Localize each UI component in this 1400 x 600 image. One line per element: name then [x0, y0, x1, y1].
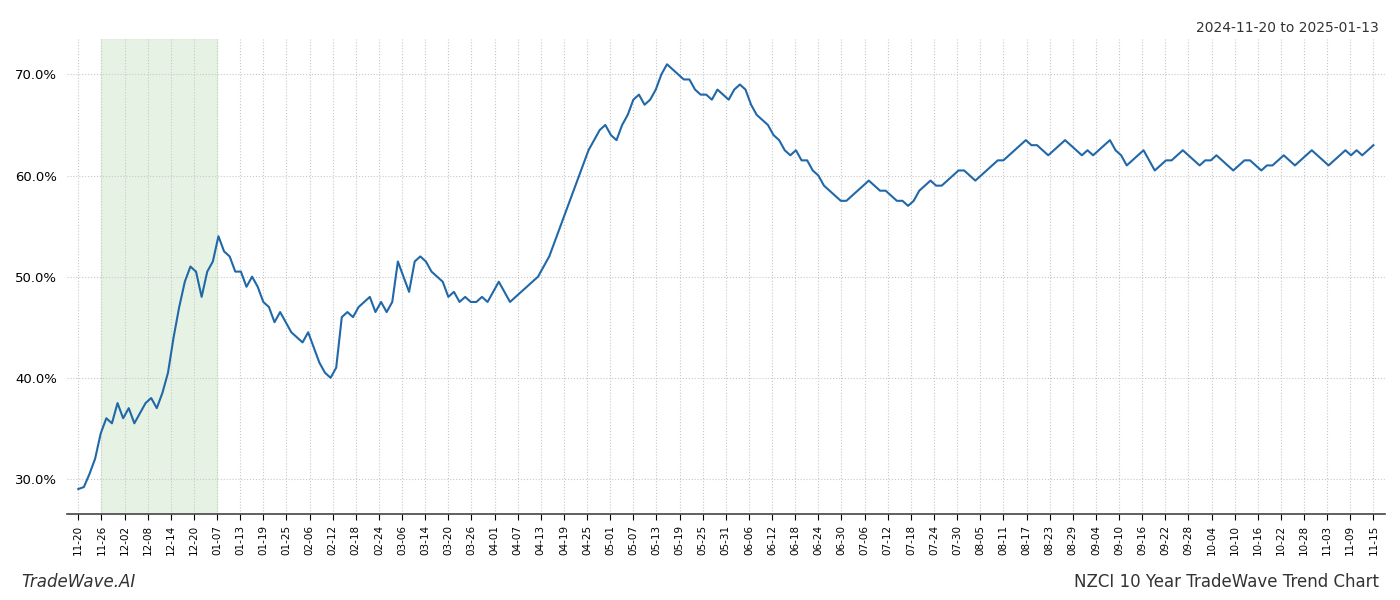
Bar — [101, 39, 217, 514]
Text: TradeWave.AI: TradeWave.AI — [21, 573, 136, 591]
Text: NZCI 10 Year TradeWave Trend Chart: NZCI 10 Year TradeWave Trend Chart — [1074, 573, 1379, 591]
Text: 2024-11-20 to 2025-01-13: 2024-11-20 to 2025-01-13 — [1196, 21, 1379, 35]
